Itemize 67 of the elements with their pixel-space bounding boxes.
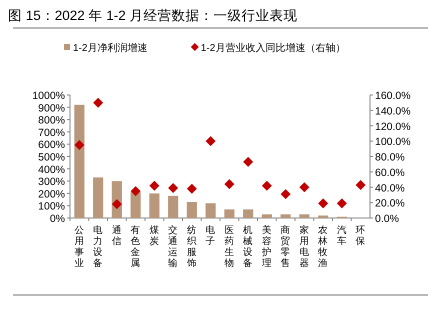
- y2-tick-label: 140.0%: [375, 105, 411, 118]
- x-tick-label: 有色金属: [130, 224, 141, 269]
- point: [93, 98, 104, 108]
- point: [130, 186, 141, 196]
- x-tick-label: 电力设备: [93, 224, 104, 269]
- y-tick-label: 0%: [50, 213, 65, 225]
- x-tick-label: 商贸零售: [280, 224, 291, 269]
- y-tick-label: 200%: [38, 188, 65, 200]
- bar: [224, 209, 234, 218]
- point: [336, 198, 347, 208]
- point: [149, 180, 160, 191]
- y-tick-label: 400%: [38, 164, 65, 176]
- point: [318, 198, 328, 208]
- bar: [186, 202, 197, 218]
- x-tick-label: 农林牧渔: [317, 225, 328, 269]
- point: [262, 180, 272, 191]
- legend-label: 1-2月净利润增速: [73, 42, 148, 54]
- y2-tick-label: 40.0%: [375, 182, 405, 194]
- bar: [206, 203, 216, 218]
- point: [74, 140, 84, 150]
- point: [206, 136, 216, 146]
- y-tick-label: 600%: [38, 139, 65, 152]
- point: [356, 180, 366, 190]
- y-tick-label: 900%: [38, 102, 65, 114]
- legend-label: 1-2月营业收入同比增速（右轴）: [200, 42, 346, 54]
- bar: [243, 209, 254, 218]
- bar: [130, 192, 141, 218]
- point: [280, 189, 291, 200]
- x-tick-label: 环保: [356, 225, 366, 247]
- point: [112, 199, 122, 210]
- y-tick-label: 800%: [38, 114, 65, 127]
- y2-tick-label: 0.0%: [375, 213, 399, 225]
- x-tick-label: 汽车: [336, 224, 347, 247]
- point: [299, 182, 310, 192]
- x-tick-label: 家用电器: [299, 224, 310, 269]
- y-tick-label: 700%: [38, 126, 65, 139]
- y-tick-label: 300%: [38, 176, 65, 188]
- y-tick-label: 100%: [38, 200, 65, 213]
- x-tick-label: 公用事业: [74, 224, 84, 269]
- bar: [262, 214, 272, 218]
- y2-tick-label: 120.0%: [375, 120, 411, 133]
- point: [186, 184, 197, 194]
- bar: [74, 104, 84, 218]
- bar: [280, 214, 291, 218]
- y2-tick-label: 60.0%: [375, 166, 405, 179]
- x-tick-label: 医药生物: [224, 225, 234, 269]
- bar: [299, 214, 310, 218]
- y-tick-label: 1000%: [32, 90, 65, 102]
- y2-tick-label: 160.0%: [375, 90, 411, 102]
- y2-tick-label: 20.0%: [375, 198, 405, 210]
- bar: [168, 196, 178, 218]
- x-tick-label: 电子: [206, 224, 216, 247]
- x-tick-label: 通信: [112, 224, 122, 247]
- y2-tick-label: 100.0%: [375, 136, 411, 148]
- x-tick-label: 纺织服饰: [186, 224, 197, 269]
- x-tick-label: 煤炭: [149, 224, 160, 247]
- x-tick-label: 美容护理: [260, 224, 272, 269]
- chart-title: 图 15：2022 年 1-2 月经营数据：一级行业表现: [8, 8, 298, 23]
- x-tick-label: 交通运输: [168, 224, 178, 269]
- bar: [149, 193, 160, 218]
- point: [224, 179, 234, 190]
- x-tick-label: 机械设备: [243, 224, 254, 269]
- y2-tick-label: 80.0%: [375, 152, 405, 164]
- point: [168, 183, 178, 194]
- point: [243, 156, 254, 167]
- y-tick-label: 500%: [38, 152, 65, 164]
- bar: [93, 177, 104, 218]
